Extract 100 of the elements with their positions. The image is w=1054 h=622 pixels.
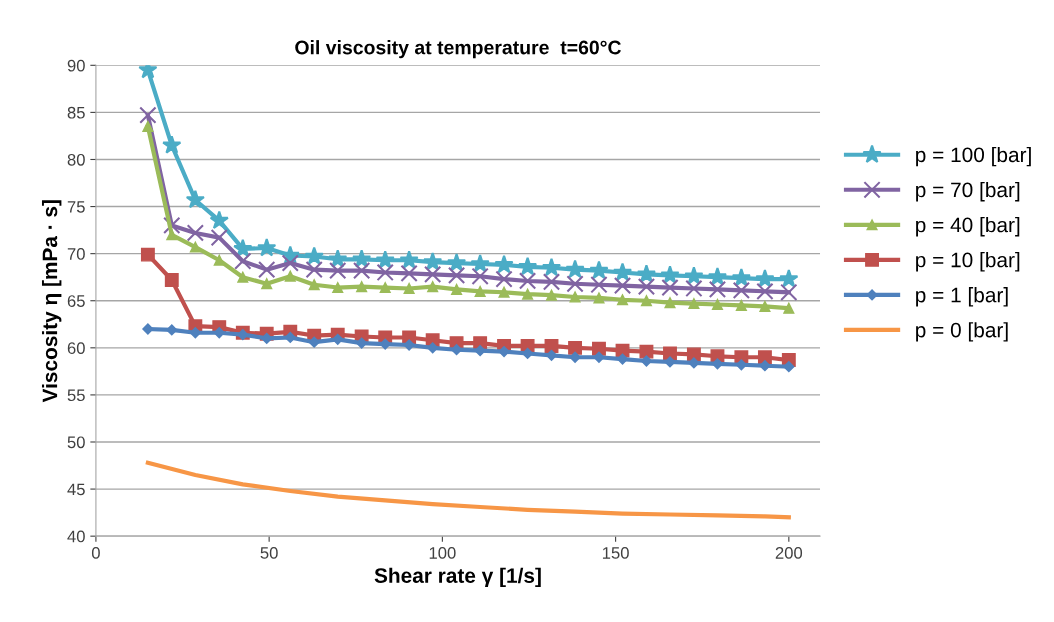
point <box>688 298 700 310</box>
point <box>756 282 774 300</box>
point <box>731 268 751 287</box>
y-tick-label: 40 <box>67 530 85 543</box>
point <box>403 282 415 295</box>
y-tick-label: 85 <box>67 106 85 119</box>
point <box>446 253 467 272</box>
point <box>352 261 371 280</box>
y-tick-label: 90 <box>67 59 85 72</box>
y-tick-label: 65 <box>67 295 85 307</box>
point <box>142 120 154 133</box>
x-tick-label: 50 <box>260 547 278 559</box>
point <box>779 269 799 288</box>
point <box>593 351 605 363</box>
point <box>569 291 581 303</box>
point <box>518 272 537 290</box>
point <box>541 257 562 277</box>
point <box>305 260 323 279</box>
point <box>592 341 606 356</box>
point <box>783 302 795 314</box>
point <box>685 279 703 298</box>
y-tick-label: 55 <box>67 389 85 402</box>
point <box>379 281 391 294</box>
point <box>664 297 676 309</box>
point <box>233 238 253 258</box>
point <box>684 266 704 285</box>
point <box>329 261 347 280</box>
point <box>189 241 201 253</box>
point <box>735 299 747 312</box>
point <box>495 270 513 288</box>
point <box>284 270 296 282</box>
point <box>542 273 561 291</box>
x-tick-label: 150 <box>602 547 629 559</box>
y-axis-title: Viscosity η [mPa · s] <box>41 200 62 403</box>
point <box>166 229 178 241</box>
point <box>304 246 324 265</box>
point <box>400 264 418 283</box>
point <box>711 298 724 311</box>
point <box>375 250 395 269</box>
point <box>569 351 581 363</box>
point <box>186 224 205 242</box>
point <box>498 286 510 298</box>
point <box>237 271 249 283</box>
point <box>332 281 344 294</box>
point <box>142 323 154 335</box>
point <box>545 289 558 301</box>
point <box>612 262 633 281</box>
legend-label: p = 40 [bar] <box>916 217 1020 237</box>
legend-label: p = 1 [bar] <box>916 287 1008 307</box>
point <box>423 252 443 271</box>
point <box>447 266 466 284</box>
x-tick-label: 200 <box>775 547 803 559</box>
point <box>308 336 320 348</box>
point <box>258 260 276 279</box>
point <box>140 247 155 262</box>
y-tick-label: 60 <box>67 342 85 355</box>
point <box>708 280 727 299</box>
point <box>494 254 514 274</box>
point <box>209 210 229 230</box>
point <box>593 292 605 304</box>
point <box>281 254 299 272</box>
point <box>470 253 490 273</box>
point <box>566 275 584 293</box>
point <box>257 237 277 257</box>
point <box>328 249 348 268</box>
point <box>637 277 656 296</box>
point <box>210 228 228 247</box>
y-tick-label: 50 <box>67 436 85 449</box>
legend-label: p = 70 [bar] <box>916 181 1020 202</box>
y-tick-label: 45 <box>67 483 85 496</box>
y-tick-label: 80 <box>67 153 85 166</box>
point <box>234 252 252 270</box>
point <box>589 260 609 279</box>
point <box>308 279 320 291</box>
point <box>759 300 771 312</box>
point <box>732 281 751 300</box>
point <box>423 265 442 284</box>
point <box>352 249 372 268</box>
point <box>474 285 486 297</box>
point <box>613 276 632 295</box>
point <box>616 294 629 306</box>
point <box>780 283 798 301</box>
point <box>783 361 795 373</box>
point <box>261 278 273 290</box>
point <box>213 254 225 266</box>
point <box>163 216 181 235</box>
point <box>185 189 205 209</box>
point <box>403 339 415 351</box>
point <box>517 256 538 276</box>
chart-title: Oil viscosity at temperature t=60°C <box>295 40 621 59</box>
point <box>498 345 510 358</box>
point <box>565 259 585 278</box>
point <box>166 324 178 336</box>
point <box>522 288 534 300</box>
point <box>451 283 463 295</box>
point <box>568 340 583 355</box>
legend-label: p = 100 [bar] <box>916 146 1031 167</box>
point <box>164 273 179 287</box>
point <box>755 269 775 288</box>
point <box>471 267 489 285</box>
